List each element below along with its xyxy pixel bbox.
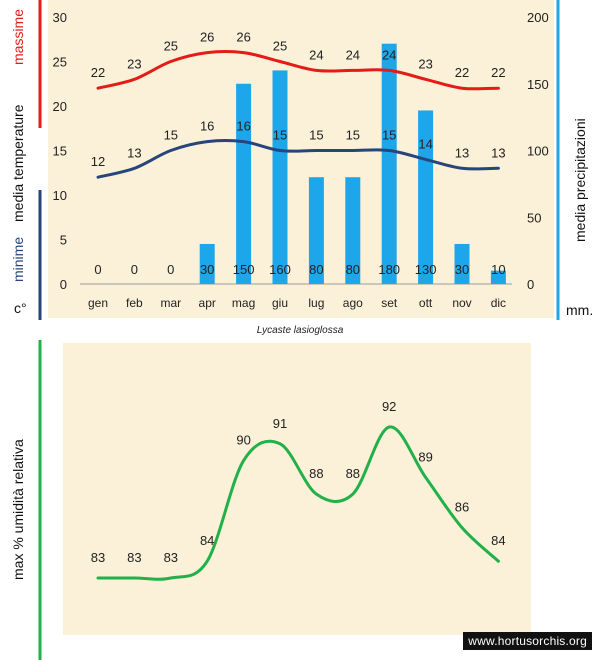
max-temp-label: 23 (418, 56, 432, 71)
left-tick-label: 5 (60, 233, 67, 248)
temperature-rain-panel (48, 0, 554, 318)
rain-value-label: 80 (309, 262, 323, 277)
right-tick-label: 100 (527, 144, 549, 159)
max-temp-label: 25 (273, 39, 287, 54)
month-label: lug (308, 296, 324, 310)
left-tick-label: 10 (53, 188, 67, 203)
month-label: mag (232, 296, 255, 310)
rain-bar (199, 243, 215, 284)
max-temperature-line (96, 49, 500, 91)
min-axis-label: minime (10, 236, 26, 282)
month-label: ott (419, 296, 433, 310)
humidity-label: 84 (491, 533, 505, 548)
left-tick-label: 30 (53, 10, 67, 25)
min-temp-label: 12 (91, 154, 105, 169)
min-temp-label: 16 (200, 119, 214, 134)
min-temp-label: 15 (309, 128, 323, 143)
max-temp-label: 26 (200, 30, 214, 45)
month-label: giu (272, 296, 288, 310)
humidity-label: 88 (346, 466, 360, 481)
humidity-label: 88 (309, 466, 323, 481)
humidity-label: 89 (418, 449, 432, 464)
humidity-axis-label: max % umidità relativa (10, 439, 26, 580)
month-label: set (381, 296, 398, 310)
humidity-label: 83 (164, 550, 178, 565)
min-temp-label: 13 (127, 145, 141, 160)
month-label: apr (199, 296, 216, 310)
rain-axis-label: media precipitazioni (572, 118, 588, 242)
month-label: feb (126, 296, 143, 310)
left-tick-label: 25 (53, 55, 67, 70)
rain-bar (418, 110, 434, 284)
watermark: www.hortusorchis.org (463, 632, 592, 650)
temperature-unit: c° (14, 300, 27, 316)
min-temp-label: 14 (418, 136, 432, 151)
rain-bar (454, 243, 470, 284)
humidity-label: 92 (382, 399, 396, 414)
rain-value-label: 30 (455, 262, 469, 277)
rain-bar (308, 177, 324, 284)
rain-value-label: 130 (415, 262, 437, 277)
humidity-label: 83 (127, 550, 141, 565)
month-label: mar (160, 296, 181, 310)
month-label: nov (452, 296, 471, 310)
rain-value-label: 180 (378, 262, 400, 277)
rain-unit: mm. (566, 302, 594, 318)
humidity-panel (63, 343, 531, 635)
humidity-label: 83 (91, 550, 105, 565)
humidity-label: 84 (200, 533, 214, 548)
rain-value-label: 30 (200, 262, 214, 277)
rain-value-label: 150 (233, 262, 255, 277)
right-tick-label: 200 (527, 10, 549, 25)
rain-value-label: 10 (491, 262, 505, 277)
right-tick-label: 50 (527, 210, 541, 225)
rain-value-label: 80 (346, 262, 360, 277)
min-temp-label: 16 (236, 119, 250, 134)
right-tick-label: 0 (527, 277, 534, 292)
min-temp-label: 15 (382, 128, 396, 143)
rain-value-label: 160 (269, 262, 291, 277)
humidity-label: 86 (455, 500, 469, 515)
max-temp-label: 24 (382, 47, 396, 62)
chart-title: Lycaste lasioglossa (256, 325, 344, 336)
rain-value-label: 0 (167, 262, 174, 277)
min-temp-label: 15 (273, 128, 287, 143)
rain-bar (345, 177, 361, 284)
month-label: ago (343, 296, 363, 310)
max-temp-label: 24 (309, 47, 323, 62)
left-tick-label: 0 (60, 277, 67, 292)
max-temp-label: 23 (127, 56, 141, 71)
max-temp-label: 22 (91, 65, 105, 80)
rain-bar (236, 83, 252, 284)
humidity-line (96, 425, 500, 581)
left-tick-label: 15 (53, 144, 67, 159)
max-axis-label: massime (10, 8, 26, 65)
min-temperature-line (96, 138, 500, 179)
max-temp-label: 22 (455, 65, 469, 80)
min-temp-label: 13 (491, 145, 505, 160)
humidity-label: 90 (236, 433, 250, 448)
max-temp-label: 25 (164, 39, 178, 54)
left-tick-label: 20 (53, 99, 67, 114)
rain-value-label: 0 (94, 262, 101, 277)
min-temp-label: 15 (346, 128, 360, 143)
min-temp-label: 13 (455, 145, 469, 160)
rain-value-label: 0 (131, 262, 138, 277)
rain-bar (490, 270, 506, 284)
humidity-label: 91 (273, 416, 287, 431)
month-label: gen (88, 296, 108, 310)
rain-bar (272, 70, 288, 285)
right-tick-label: 150 (527, 77, 549, 92)
month-label: dic (491, 296, 506, 310)
max-temp-label: 24 (346, 47, 360, 62)
temperature-axis-label: media temperature (10, 104, 26, 222)
rain-bar (381, 43, 397, 285)
max-temp-label: 26 (236, 30, 250, 45)
max-temp-label: 22 (491, 65, 505, 80)
min-temp-label: 15 (164, 128, 178, 143)
